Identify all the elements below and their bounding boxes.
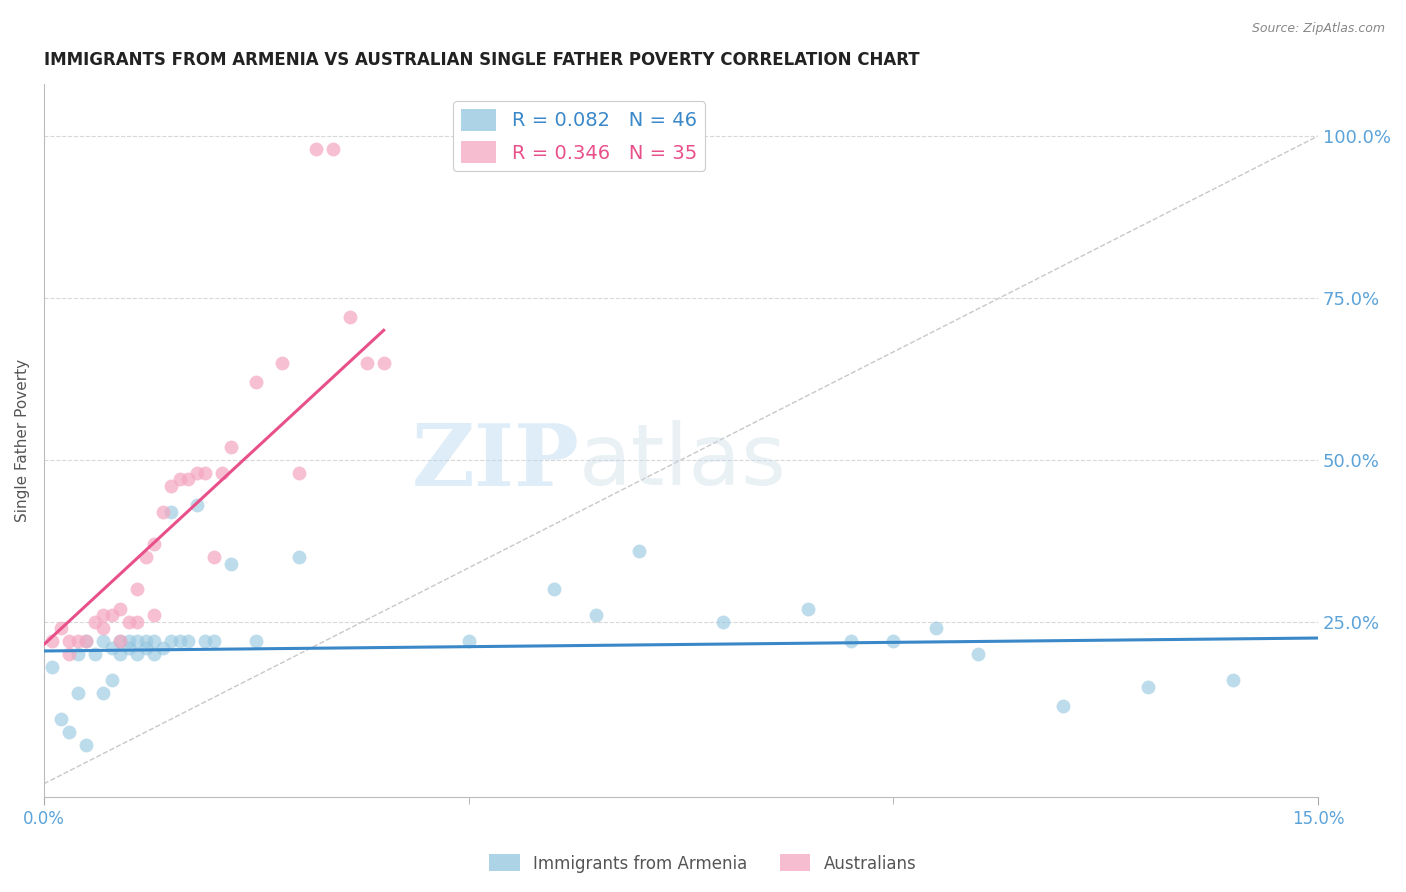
Point — [58, 647, 80, 661]
Point — [66, 686, 89, 700]
Point — [457, 634, 479, 648]
Point — [49, 712, 72, 726]
Point — [322, 142, 344, 156]
Point — [101, 608, 124, 623]
Point — [101, 673, 124, 687]
Point — [245, 634, 267, 648]
Point — [839, 634, 862, 648]
Point — [160, 634, 183, 648]
Point — [93, 621, 115, 635]
Point — [169, 472, 191, 486]
Point — [177, 472, 200, 486]
Point — [627, 543, 650, 558]
Point — [93, 608, 115, 623]
Point — [41, 660, 63, 674]
Text: IMMIGRANTS FROM ARMENIA VS AUSTRALIAN SINGLE FATHER POVERTY CORRELATION CHART: IMMIGRANTS FROM ARMENIA VS AUSTRALIAN SI… — [44, 51, 920, 69]
Point — [118, 640, 141, 655]
Point — [356, 356, 378, 370]
Point — [152, 505, 174, 519]
Point — [211, 466, 233, 480]
Point — [110, 647, 132, 661]
Point — [219, 440, 242, 454]
Point — [967, 647, 990, 661]
Y-axis label: Single Father Poverty: Single Father Poverty — [15, 359, 30, 522]
Point — [58, 725, 80, 739]
Point — [93, 686, 115, 700]
Point — [186, 498, 208, 512]
Legend: Immigrants from Armenia, Australians: Immigrants from Armenia, Australians — [482, 847, 924, 880]
Point — [287, 549, 309, 564]
Legend: R = 0.082   N = 46, R = 0.346   N = 35: R = 0.082 N = 46, R = 0.346 N = 35 — [453, 101, 704, 171]
Point — [339, 310, 361, 325]
Point — [143, 537, 166, 551]
Point — [49, 621, 72, 635]
Point — [1137, 680, 1160, 694]
Point — [270, 356, 292, 370]
Point — [1052, 699, 1074, 714]
Point — [66, 634, 89, 648]
Point — [219, 557, 242, 571]
Point — [1222, 673, 1244, 687]
Point — [169, 634, 191, 648]
Point — [118, 615, 141, 629]
Point — [143, 634, 166, 648]
Point — [83, 615, 105, 629]
Point — [127, 615, 149, 629]
Point — [41, 634, 63, 648]
Point — [110, 634, 132, 648]
Point — [58, 634, 80, 648]
Point — [543, 582, 565, 597]
Point — [83, 647, 105, 661]
Point — [186, 466, 208, 480]
Point — [143, 647, 166, 661]
Point — [287, 466, 309, 480]
Point — [75, 634, 97, 648]
Point — [194, 634, 217, 648]
Point — [75, 634, 97, 648]
Point — [135, 640, 157, 655]
Text: ZIP: ZIP — [412, 420, 579, 504]
Point — [160, 479, 183, 493]
Text: Source: ZipAtlas.com: Source: ZipAtlas.com — [1251, 22, 1385, 36]
Point — [925, 621, 948, 635]
Point — [110, 602, 132, 616]
Point — [160, 505, 183, 519]
Point — [127, 582, 149, 597]
Point — [135, 549, 157, 564]
Point — [118, 634, 141, 648]
Point — [245, 375, 267, 389]
Point — [110, 634, 132, 648]
Point — [152, 640, 174, 655]
Point — [202, 634, 225, 648]
Point — [177, 634, 200, 648]
Point — [194, 466, 217, 480]
Point — [93, 634, 115, 648]
Point — [66, 647, 89, 661]
Text: atlas: atlas — [579, 420, 787, 503]
Point — [75, 738, 97, 752]
Point — [305, 142, 328, 156]
Point — [127, 634, 149, 648]
Point — [585, 608, 607, 623]
Point — [797, 602, 820, 616]
Point — [143, 608, 166, 623]
Point — [127, 647, 149, 661]
Point — [202, 549, 225, 564]
Point — [135, 634, 157, 648]
Point — [713, 615, 735, 629]
Point — [101, 640, 124, 655]
Point — [373, 356, 395, 370]
Point — [882, 634, 904, 648]
